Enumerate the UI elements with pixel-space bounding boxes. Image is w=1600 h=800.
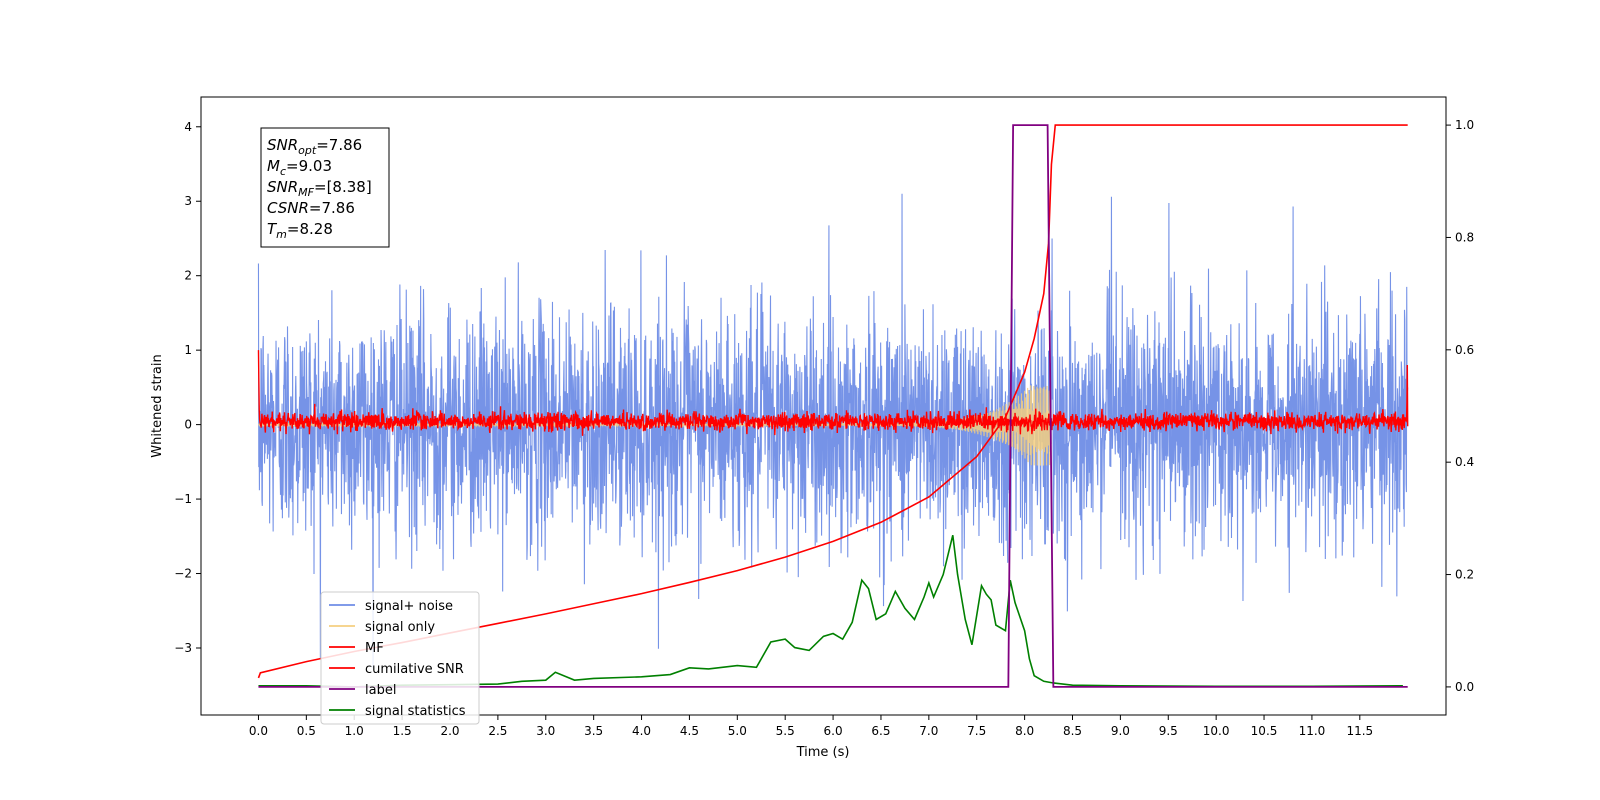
annotation-frame bbox=[260, 127, 390, 248]
y-left-tick-label: −3 bbox=[174, 641, 192, 655]
x-tick-label: 1.0 bbox=[345, 724, 364, 738]
annotation-symbol: SNR bbox=[267, 136, 298, 154]
y-left-tick-label: 4 bbox=[184, 120, 192, 134]
annotation-line: Mc=9.03 bbox=[267, 157, 332, 178]
x-tick-label: 5.0 bbox=[728, 724, 747, 738]
x-tick-label: 10.5 bbox=[1251, 724, 1278, 738]
x-tick-label: 4.5 bbox=[680, 724, 699, 738]
x-tick-label: 9.0 bbox=[1111, 724, 1130, 738]
annotation-line: SNRMF=[8.38] bbox=[267, 178, 372, 199]
y-left-tick-label: 2 bbox=[184, 269, 192, 283]
annotation-subscript: opt bbox=[298, 144, 317, 157]
legend-label: signal only bbox=[365, 620, 435, 635]
annotation-value: =7.86 bbox=[309, 199, 355, 217]
y-axis-left-ticks: −3 −2 −1 0 1 2 3 4 bbox=[174, 120, 201, 655]
series-label bbox=[258, 124, 1408, 688]
annotation-value: =7.86 bbox=[316, 136, 362, 154]
annotation-value: =9.03 bbox=[286, 157, 332, 175]
x-tick-label: 11.5 bbox=[1346, 724, 1373, 738]
x-tick-label: 10.0 bbox=[1203, 724, 1230, 738]
annotation-subscript: m bbox=[276, 228, 287, 241]
legend-label: MF bbox=[365, 641, 384, 656]
annotation-subscript: c bbox=[280, 165, 286, 178]
legend-label: signal statistics bbox=[365, 704, 466, 719]
x-tick-label: 4.0 bbox=[632, 724, 651, 738]
annotation-line: SNRopt=7.86 bbox=[267, 136, 362, 157]
x-axis-ticks: 0.0 0.5 1.0 1.5 2.0 2.5 3.0 3.5 4.0 4.5 5.0 5.5 6.0 6… bbox=[249, 715, 1373, 738]
x-tick-label: 8.5 bbox=[1063, 724, 1082, 738]
y-right-tick-label: 0.2 bbox=[1455, 568, 1474, 582]
annotation-value: =[8.38] bbox=[314, 178, 372, 196]
x-tick-label: 6.0 bbox=[824, 724, 843, 738]
annotation-line: Tm=8.28 bbox=[267, 220, 333, 241]
y-axis-label: Whitened strain bbox=[150, 354, 165, 457]
legend-label: signal+ noise bbox=[365, 599, 453, 614]
x-tick-label: 9.5 bbox=[1159, 724, 1178, 738]
annotation-symbol: M bbox=[267, 157, 280, 175]
annotation-subscript: MF bbox=[298, 186, 314, 199]
annotation-box: SNRopt=7.86Mc=9.03SNRMF=[8.38]CSNR=7.86T… bbox=[260, 127, 390, 248]
annotation-symbol: CSNR bbox=[267, 199, 309, 217]
y-right-tick-label: 0.8 bbox=[1455, 230, 1474, 244]
x-axis-label: Time (s) bbox=[796, 745, 850, 760]
x-tick-label: 11.0 bbox=[1299, 724, 1326, 738]
y-axis-right-ticks: 0.0 0.2 0.4 0.6 0.8 1.0 bbox=[1446, 118, 1474, 694]
series-signal-statistics bbox=[258, 535, 1403, 688]
x-tick-label: 7.5 bbox=[967, 724, 986, 738]
y-left-tick-label: −2 bbox=[174, 567, 192, 581]
legend-frame bbox=[320, 591, 480, 725]
y-left-tick-label: 1 bbox=[184, 343, 192, 357]
y-left-tick-label: −1 bbox=[174, 492, 192, 506]
y-right-tick-label: 0.0 bbox=[1455, 680, 1474, 694]
legend: signal+ noise signal only MF cumilative SNR… bbox=[320, 591, 480, 725]
x-tick-label: 8.0 bbox=[1015, 724, 1034, 738]
x-tick-label: 2.0 bbox=[440, 724, 459, 738]
series-mf bbox=[257, 350, 1409, 436]
x-tick-label: 2.5 bbox=[488, 724, 507, 738]
x-tick-label: 6.5 bbox=[871, 724, 890, 738]
annotation-symbol: SNR bbox=[267, 178, 298, 196]
y-left-tick-label: 3 bbox=[184, 194, 192, 208]
plot-frame bbox=[200, 96, 1447, 716]
x-tick-label: 0.0 bbox=[249, 724, 268, 738]
x-tick-label: 3.0 bbox=[536, 724, 555, 738]
x-tick-label: 7.0 bbox=[919, 724, 938, 738]
annotation-value: =8.28 bbox=[287, 220, 333, 238]
annotation-symbol: T bbox=[267, 220, 278, 238]
x-tick-label: 5.5 bbox=[776, 724, 795, 738]
y-right-tick-label: 0.6 bbox=[1455, 343, 1474, 357]
annotation-line: CSNR=7.86 bbox=[267, 199, 355, 217]
legend-label: cumilative SNR bbox=[365, 662, 464, 677]
legend-label: label bbox=[365, 683, 396, 698]
x-tick-label: 1.5 bbox=[393, 724, 412, 738]
x-tick-label: 3.5 bbox=[584, 724, 603, 738]
series-signal-noise bbox=[257, 193, 1409, 669]
y-right-tick-label: 0.4 bbox=[1455, 455, 1474, 469]
x-tick-label: 0.5 bbox=[297, 724, 316, 738]
y-right-tick-label: 1.0 bbox=[1455, 118, 1474, 132]
y-left-tick-label: 0 bbox=[184, 418, 192, 432]
